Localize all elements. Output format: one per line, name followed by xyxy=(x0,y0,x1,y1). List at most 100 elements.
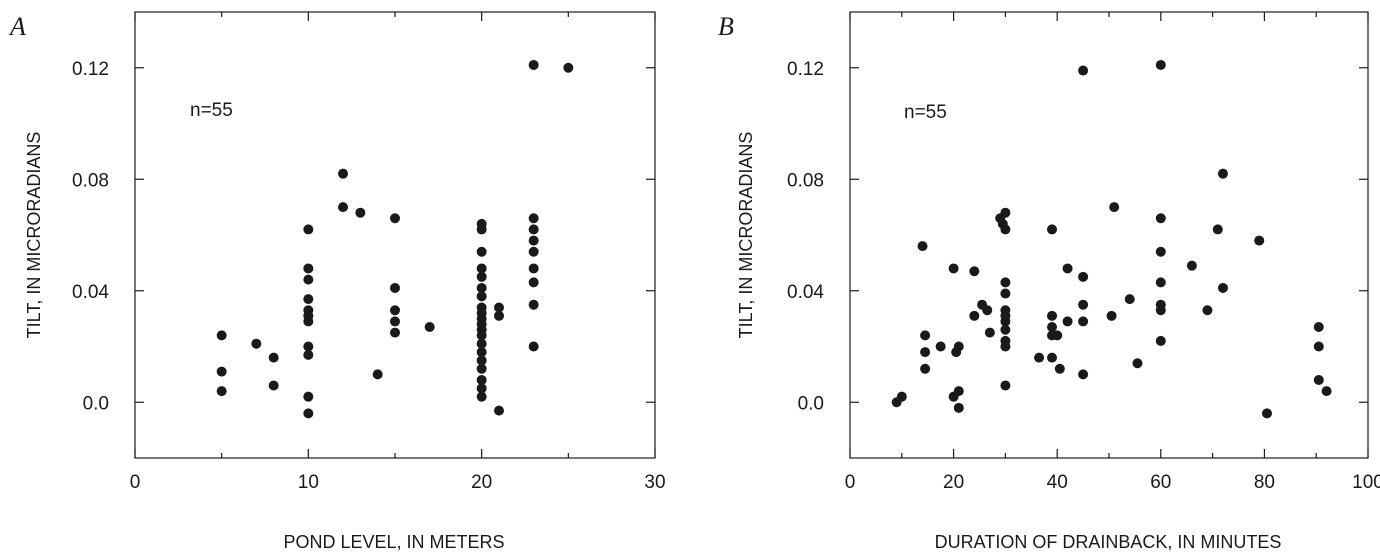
data-point xyxy=(1124,294,1135,305)
data-point xyxy=(1155,277,1166,288)
data-point xyxy=(1078,299,1089,310)
data-point xyxy=(1217,282,1228,293)
data-point xyxy=(1047,310,1058,321)
data-point xyxy=(1212,224,1223,235)
data-point xyxy=(476,246,487,257)
y-tick-label: 0.04 xyxy=(787,282,824,303)
data-point xyxy=(953,386,964,397)
data-point xyxy=(390,316,400,327)
panel-label: A xyxy=(8,12,26,41)
x-tick-label: 10 xyxy=(298,472,319,493)
data-point xyxy=(476,338,487,349)
y-tick-label: 0.12 xyxy=(72,59,109,80)
data-point xyxy=(268,380,279,391)
data-point xyxy=(1078,65,1089,76)
data-point xyxy=(338,202,348,213)
data-point xyxy=(476,374,487,385)
data-point xyxy=(920,347,931,358)
data-point xyxy=(1078,369,1089,380)
data-point xyxy=(969,310,980,321)
data-point xyxy=(1062,316,1073,327)
data-point xyxy=(528,277,539,288)
data-point xyxy=(1313,374,1324,385)
data-point xyxy=(1132,358,1143,369)
data-point xyxy=(1047,321,1058,332)
data-point xyxy=(1155,59,1166,70)
data-point xyxy=(1062,263,1073,274)
data-point xyxy=(216,386,227,397)
data-point xyxy=(476,355,487,366)
data-point xyxy=(303,408,314,419)
data-point xyxy=(1000,207,1011,218)
y-axis-title: TILT, IN MICRORADIANS xyxy=(736,132,756,339)
data-point xyxy=(476,282,487,293)
data-point xyxy=(216,366,227,377)
data-point xyxy=(1313,341,1324,352)
data-point xyxy=(1155,305,1166,316)
data-point xyxy=(1106,310,1117,321)
data-point xyxy=(476,383,487,394)
data-point xyxy=(528,235,539,246)
y-tick-label: 0.08 xyxy=(787,170,824,191)
data-point xyxy=(1034,352,1045,363)
data-point xyxy=(303,294,314,305)
data-point xyxy=(1000,380,1011,391)
data-point xyxy=(1155,246,1166,257)
data-point xyxy=(390,305,400,316)
data-point xyxy=(494,310,504,321)
plot-frame xyxy=(134,11,656,459)
y-tick-label: 0.12 xyxy=(787,59,824,80)
data-point xyxy=(948,263,959,274)
x-tick-label: 40 xyxy=(1047,472,1068,493)
sample-size-annotation: n=55 xyxy=(904,102,947,123)
data-point xyxy=(268,352,279,363)
y-tick-label: 0.0 xyxy=(83,393,109,414)
data-point xyxy=(969,266,980,277)
x-tick-label: 30 xyxy=(644,472,665,493)
data-point xyxy=(476,291,487,302)
x-tick-label: 0 xyxy=(130,472,141,493)
data-point xyxy=(476,263,487,274)
data-point xyxy=(303,274,314,285)
x-tick-label: 60 xyxy=(1150,472,1171,493)
data-point xyxy=(1186,260,1197,271)
data-point xyxy=(494,302,504,313)
data-point xyxy=(984,327,995,338)
data-point xyxy=(528,224,539,235)
data-point xyxy=(917,241,928,252)
data-point xyxy=(355,207,366,218)
x-tick-label: 0 xyxy=(845,472,856,493)
data-point xyxy=(1202,305,1213,316)
data-point xyxy=(476,271,487,282)
data-point xyxy=(1109,202,1120,213)
data-point xyxy=(1000,324,1011,335)
data-point xyxy=(1054,363,1065,374)
data-point xyxy=(1047,224,1058,235)
data-point xyxy=(953,341,964,352)
data-point xyxy=(1078,271,1089,282)
data-point xyxy=(476,363,487,374)
data-point xyxy=(1261,408,1272,419)
data-point xyxy=(476,330,487,341)
y-tick-label: 0.04 xyxy=(72,282,109,303)
data-point xyxy=(1078,316,1089,327)
data-point xyxy=(303,224,314,235)
data-point xyxy=(1047,352,1058,363)
data-point xyxy=(251,338,262,349)
x-tick-label: 80 xyxy=(1254,472,1275,493)
data-point xyxy=(528,213,539,224)
data-point xyxy=(528,299,539,310)
data-point xyxy=(528,341,539,352)
data-point xyxy=(1000,341,1011,352)
y-tick-label: 0.0 xyxy=(798,393,824,414)
data-point xyxy=(1155,213,1166,224)
data-point xyxy=(953,402,964,413)
data-point xyxy=(1052,330,1063,341)
panel-label: B xyxy=(718,12,734,41)
x-tick-label: 100 xyxy=(1352,472,1380,493)
plot-frame xyxy=(849,11,1369,459)
data-point xyxy=(563,62,574,73)
x-tick-label: 20 xyxy=(943,472,964,493)
x-axis-title: POND LEVEL, IN METERS xyxy=(283,532,504,552)
chart-panel-a: 0 10 20 30 0.0 0.04 0.08 0.12 An=55 POND LEVEL, I… xyxy=(8,11,666,552)
